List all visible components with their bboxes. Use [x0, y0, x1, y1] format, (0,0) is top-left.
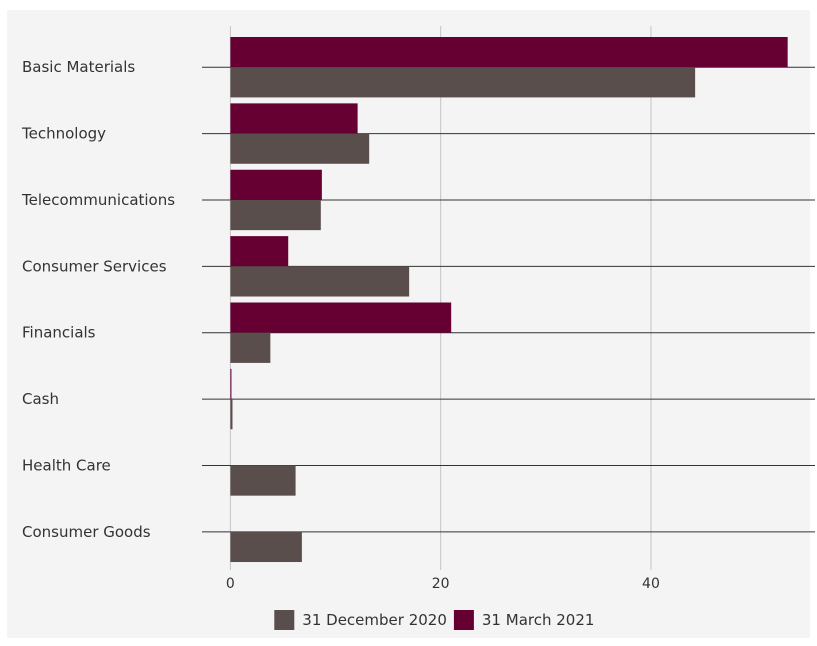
category-label-financials: Financials — [22, 324, 96, 342]
bar-31-december-2020-consumer-goods — [230, 531, 302, 563]
category-label-telecommunications: Telecommunications — [21, 191, 175, 209]
x-tick-label-0: 0 — [226, 576, 235, 592]
x-tick-label-40: 40 — [642, 576, 660, 592]
x-axis-ticks: 0 20 40 — [226, 576, 660, 592]
x-tick-label-20: 20 — [432, 576, 450, 592]
legend-item-31-march-2021: 31 March 2021 — [453, 610, 595, 630]
category-label-basic-materials: Basic Materials — [22, 58, 135, 76]
bar-31-december-2020-basic-materials — [230, 67, 696, 98]
bar-31-december-2020-health-care — [230, 465, 296, 496]
bar-31-march-2021-financials — [230, 302, 452, 333]
category-label-cash: Cash — [22, 390, 59, 408]
bar-31-december-2020-telecommunications — [230, 199, 321, 231]
bar-31-march-2021-basic-materials — [230, 37, 788, 68]
bar-31-december-2020-technology — [230, 133, 370, 164]
legend-item-31-december-2020: 31 December 2020 — [274, 610, 447, 630]
bar-31-march-2021-cash — [230, 368, 232, 400]
legend-label-31-december-2020: 31 December 2020 — [302, 611, 447, 629]
legend-label-31-march-2021: 31 March 2021 — [482, 611, 595, 629]
category-label-health-care: Health Care — [22, 456, 111, 474]
legend: 31 December 2020 31 March 2021 — [274, 610, 594, 630]
bars — [230, 37, 788, 563]
category-label-consumer-services: Consumer Services — [22, 257, 167, 275]
bar-31-march-2021-technology — [230, 103, 358, 134]
legend-swatch-31-march-2021 — [453, 610, 474, 630]
category-label-technology: Technology — [21, 125, 106, 143]
legend-swatch-31-december-2020 — [274, 610, 295, 630]
bar-31-december-2020-financials — [230, 332, 271, 363]
bar-31-december-2020-consumer-services — [230, 266, 410, 297]
bar-31-march-2021-consumer-services — [230, 236, 289, 267]
bar-31-march-2021-telecommunications — [230, 169, 322, 200]
category-label-consumer-goods: Consumer Goods — [22, 523, 151, 541]
category-labels: Basic Materials Technology Telecommunicati… — [21, 58, 175, 541]
bar-31-december-2020-cash — [230, 399, 233, 430]
